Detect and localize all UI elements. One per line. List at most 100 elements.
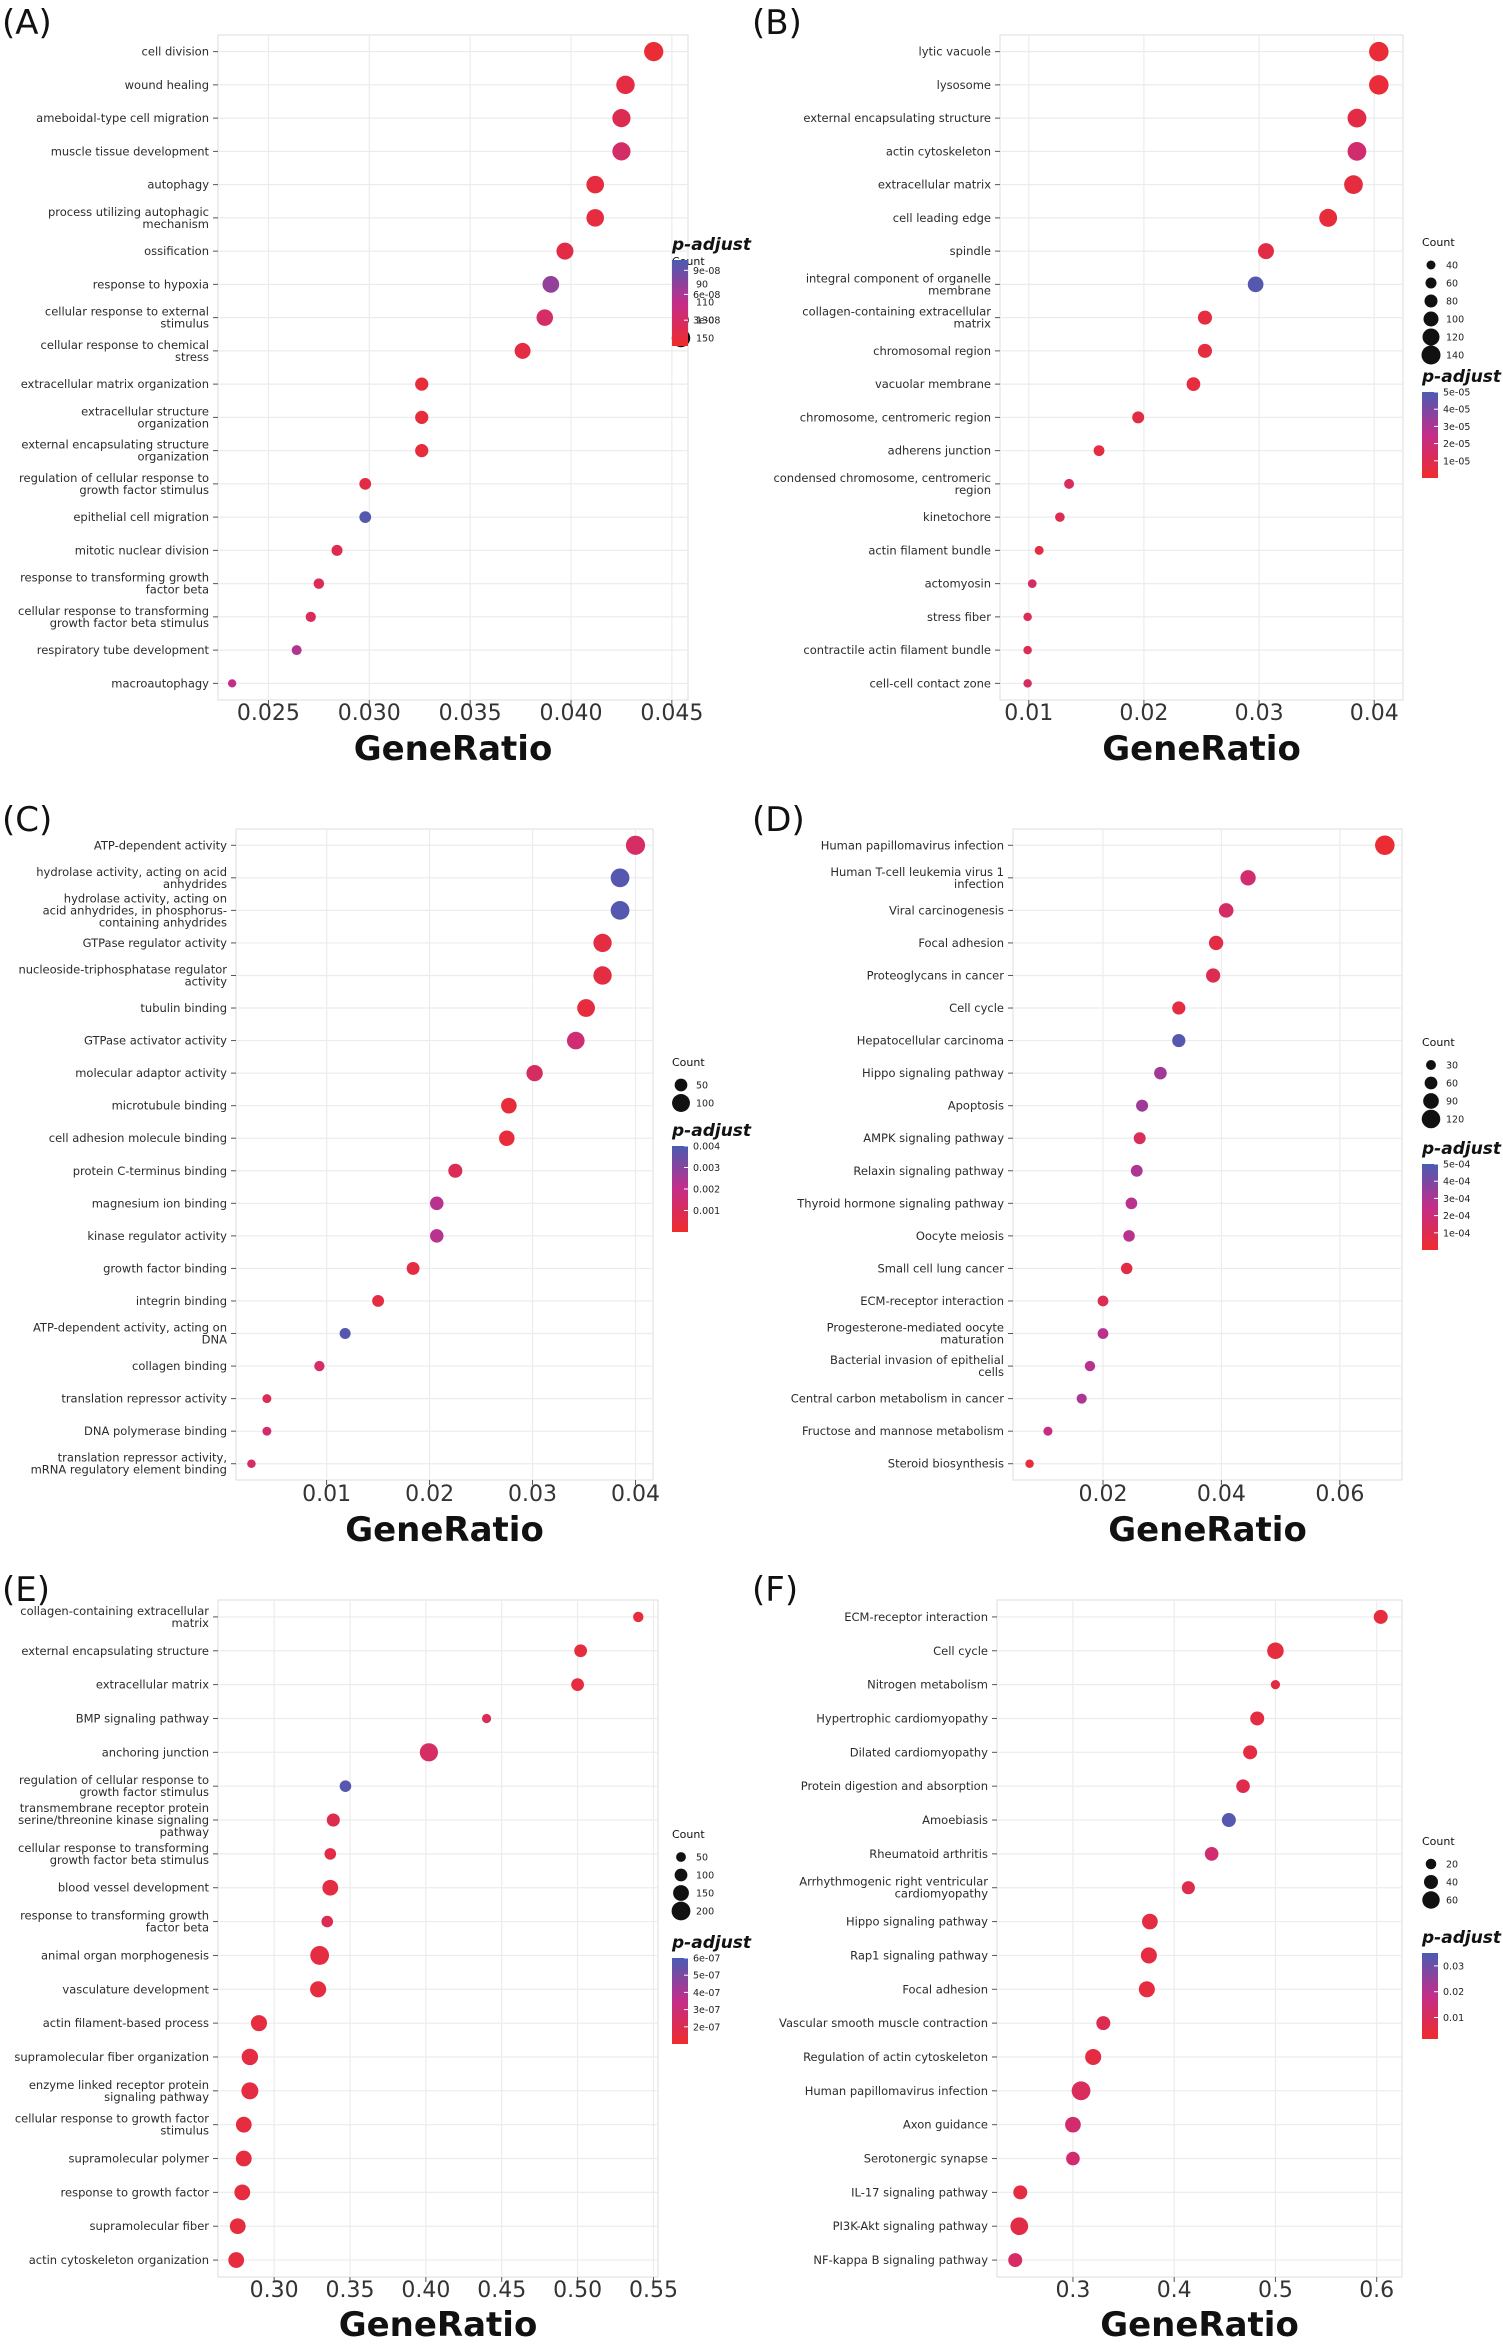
category-label: chromosome, centromeric region xyxy=(800,410,991,424)
x-tick-label: 0.04 xyxy=(1197,1482,1246,1507)
category-label-line: organization xyxy=(137,450,209,464)
category-label: vacuolar membrane xyxy=(875,377,991,391)
category-label-line: response to hypoxia xyxy=(93,277,209,291)
data-point xyxy=(1130,1164,1143,1177)
category-label: cell leading edge xyxy=(893,211,991,225)
category-label-line: kinase regulator activity xyxy=(87,1229,227,1243)
color-legend-label: 0.02 xyxy=(1443,1987,1464,1998)
data-point xyxy=(305,611,316,622)
x-axis-title: GeneRatio xyxy=(345,1510,544,1550)
data-point xyxy=(577,999,595,1017)
category-label-line: growth factor stimulus xyxy=(79,1785,209,1799)
category-label-line: Viral carcinogenesis xyxy=(889,903,1004,917)
category-label-line: DNA xyxy=(202,1333,227,1347)
category-label-line: ameboidal-type cell migration xyxy=(36,111,209,125)
data-point xyxy=(1025,1459,1034,1468)
category-label-line: actomyosin xyxy=(925,577,991,591)
category-label-line: cellular response to external xyxy=(45,305,209,319)
size-legend-label: 60 xyxy=(1446,1896,1458,1907)
category-label: hydrolase activity, acting on acid anhydr… xyxy=(36,865,227,891)
category-label: Hippo signaling pathway xyxy=(846,1915,988,1929)
category-label: vasculature development xyxy=(62,1982,209,1996)
x-tick-label: 0.01 xyxy=(302,1482,351,1507)
size-legend-label: 100 xyxy=(696,1099,714,1110)
color-legend-label: 3e-08 xyxy=(693,316,720,327)
category-label-line: activity xyxy=(185,974,228,988)
x-axis-title: GeneRatio xyxy=(339,2305,538,2345)
category-label: cellular response to growth factor stimul… xyxy=(15,2112,209,2138)
size-legend-title: Count xyxy=(1422,1835,1455,1848)
data-point xyxy=(1034,545,1044,555)
category-label-line: infection xyxy=(954,877,1004,891)
category-label: translation repressor activity, mRNA regu… xyxy=(31,1451,227,1477)
data-point xyxy=(1027,579,1037,588)
category-label: response to growth factor xyxy=(61,2185,210,2199)
category-label: ECM-receptor interaction xyxy=(844,1610,988,1624)
data-point xyxy=(566,1031,585,1050)
data-point xyxy=(644,42,664,62)
category-label-line: extracellular matrix organization xyxy=(21,377,209,391)
category-label-line: anchoring junction xyxy=(102,1745,209,1759)
panel-label: (B) xyxy=(752,3,802,43)
category-label-line: Oocyte meiosis xyxy=(916,1229,1004,1243)
x-tick-label: 0.50 xyxy=(553,2278,602,2303)
category-label-line: Focal adhesion xyxy=(902,1982,988,1996)
size-legend-dot xyxy=(672,1094,690,1112)
data-point xyxy=(1096,2016,1111,2031)
category-label: Arrhythmogenic right ventricular cardiomy… xyxy=(799,1875,988,1901)
category-label: ATP-dependent activity xyxy=(94,838,227,852)
color-legend-label: 0.004 xyxy=(693,1142,720,1153)
x-tick-label: 0.025 xyxy=(237,701,300,726)
data-point xyxy=(1240,870,1256,886)
x-tick-label: 0.02 xyxy=(1079,1482,1128,1507)
category-label-line: Human papillomavirus infection xyxy=(821,838,1004,852)
size-legend-label: 150 xyxy=(696,1889,714,1900)
data-point xyxy=(1008,2253,1023,2268)
category-label-line: actin cytoskeleton organization xyxy=(29,2253,209,2267)
category-label: ECM-receptor interaction xyxy=(860,1294,1004,1308)
category-label-line: anhydrides xyxy=(163,877,227,891)
category-label: Central carbon metabolism in cancer xyxy=(791,1392,1005,1406)
category-label-line: Human papillomavirus infection xyxy=(805,2084,988,2098)
category-label-line: enzyme linked receptor protein xyxy=(29,2078,209,2092)
data-point xyxy=(593,933,612,953)
data-point xyxy=(310,1981,327,1998)
category-label-line: collagen-containing extracellular xyxy=(802,305,991,319)
category-label-line: Hippo signaling pathway xyxy=(862,1066,1004,1080)
category-label-line: stress fiber xyxy=(927,610,991,624)
category-label-line: Axon guidance xyxy=(903,2118,988,2132)
color-legend-bar xyxy=(672,260,688,346)
data-point xyxy=(1065,2116,1081,2133)
data-point xyxy=(314,1360,325,1372)
category-label: AMPK signaling pathway xyxy=(863,1131,1004,1145)
data-point xyxy=(501,1097,517,1114)
category-label: Small cell lung cancer xyxy=(877,1261,1004,1275)
data-point xyxy=(235,2116,252,2133)
category-label-line: nucleoside-triphosphatase regulator xyxy=(18,962,227,976)
category-label-line: autophagy xyxy=(147,178,209,192)
category-label-line: growth factor binding xyxy=(103,1261,227,1275)
data-point xyxy=(1270,1680,1281,1690)
data-point xyxy=(1066,2151,1080,2166)
category-label: mitotic nuclear division xyxy=(75,543,209,557)
category-label: kinase regulator activity xyxy=(87,1229,227,1243)
data-point xyxy=(1140,1947,1157,1964)
x-axis-title: GeneRatio xyxy=(1108,1510,1307,1550)
category-label: Oocyte meiosis xyxy=(916,1229,1004,1243)
size-legend: Count 50 100 150 200 xyxy=(671,1828,714,1921)
data-point xyxy=(1123,1230,1135,1242)
color-legend-label: 4e-07 xyxy=(693,1988,720,1999)
size-legend-dot xyxy=(1422,1891,1440,1909)
data-point xyxy=(291,645,302,656)
category-label-line: Small cell lung cancer xyxy=(877,1261,1004,1275)
category-label-line: cell adhesion molecule binding xyxy=(49,1131,227,1145)
category-label: NF-kappa B signaling pathway xyxy=(813,2253,988,2267)
category-label-line: supramolecular polymer xyxy=(69,2152,210,2166)
data-point xyxy=(1055,512,1065,522)
category-label: contractile actin filament bundle xyxy=(803,643,991,657)
category-label: enzyme linked receptor protein signaling … xyxy=(29,2078,209,2104)
category-label: Thyroid hormone signaling pathway xyxy=(796,1196,1004,1210)
panel-1: (B) lytic vacuole lysosome external encapsu… xyxy=(752,3,1502,769)
category-label-line: Progesterone-mediated oocyte xyxy=(827,1321,1004,1335)
